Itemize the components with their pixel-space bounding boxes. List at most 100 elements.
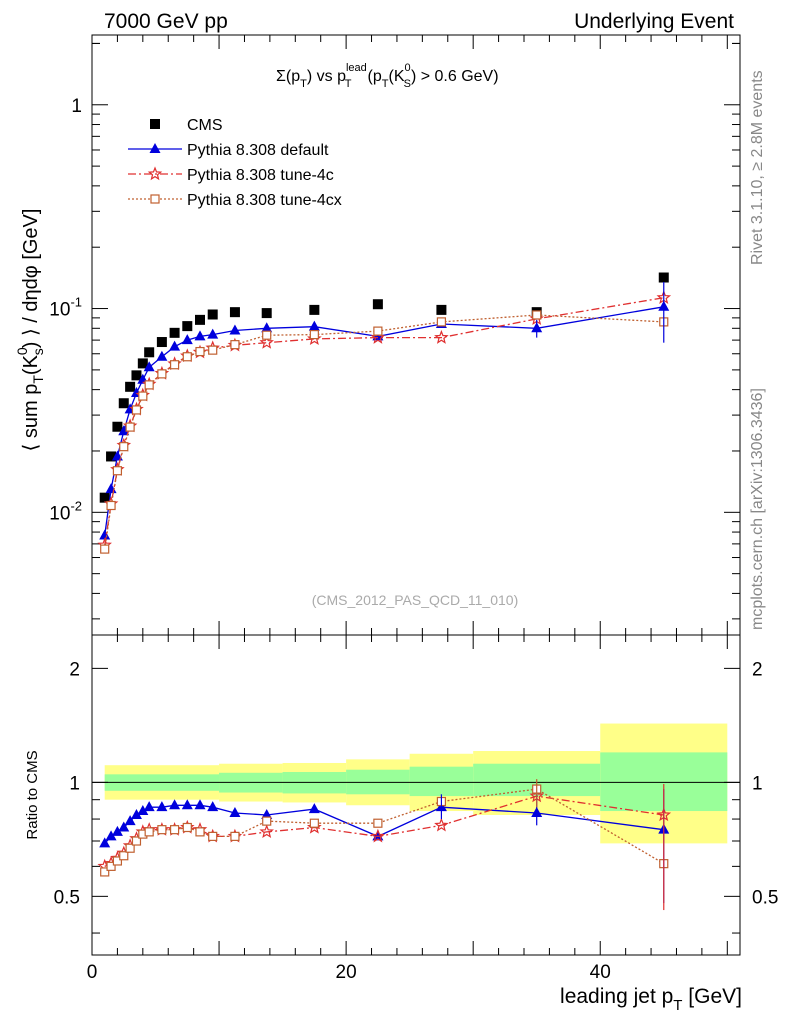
point-pythia-8-308-default xyxy=(207,328,219,339)
y-tick-label: 10-1 xyxy=(49,295,82,321)
header-right: Underlying Event xyxy=(574,10,734,33)
ratio-point-pythia-8-308-default xyxy=(207,801,219,812)
point-pythia-8-308-tune-4c xyxy=(434,329,449,344)
point-pythia-8-308-default xyxy=(156,350,168,361)
svg-text:⟨ sum pT(K0s) ⟩ / dηdφ [GeV]: ⟨ sum pT(K0s) ⟩ / dηdφ [GeV] xyxy=(14,209,46,452)
ratio-point-pythia-8-308-default xyxy=(194,799,206,810)
point-pythia-8-308-default xyxy=(181,334,193,345)
ratio-line-pythia-8-308-tune-4cx xyxy=(104,788,665,873)
x-tick-label: 40 xyxy=(590,962,611,983)
band-inner-4 xyxy=(409,766,474,797)
point-cms xyxy=(169,327,180,338)
ratio-point-pythia-8-308-default xyxy=(130,808,142,819)
header-left: 7000 GeV pp xyxy=(104,10,228,33)
ratio-point-pythia-8-308-default xyxy=(308,803,320,814)
ratio-point-pythia-8-308-default xyxy=(169,799,181,810)
point-pythia-8-308-tune-4cx xyxy=(230,340,240,350)
ratio-point-pythia-8-308-tune-4cx xyxy=(195,827,205,837)
ratio-y-tick-label: 0.5 xyxy=(54,887,80,908)
point-cms xyxy=(144,347,155,358)
point-pythia-8-308-tune-4cx xyxy=(195,346,205,357)
ratio-y-tick-label-right: 0.5 xyxy=(752,887,778,908)
point-pythia-8-308-tune-4cx xyxy=(373,326,383,336)
main-series-group xyxy=(97,272,672,554)
ratio-point-pythia-8-308-tune-4cx xyxy=(100,867,110,877)
ratio-y-tick-label-right: 1 xyxy=(752,773,763,794)
mcplots-label: mcplots.cern.ch [arXiv:1306.3436] xyxy=(749,388,766,630)
ratio-point-pythia-8-308-tune-4cx xyxy=(157,825,167,835)
point-pythia-8-308-default xyxy=(194,330,206,341)
point-cms xyxy=(372,299,383,310)
main-y-axis-label: ⟨ sum pT(K0s) ⟩ / dηdφ [GeV] xyxy=(14,209,46,452)
ratio-point-pythia-8-308-tune-4cx xyxy=(106,861,116,871)
legend-label-pythia-8-308-default: Pythia 8.308 default xyxy=(187,142,329,159)
point-pythia-8-308-tune-4cx xyxy=(436,317,447,327)
ratio-point-pythia-8-308-default xyxy=(181,799,193,810)
point-pythia-8-308-tune-4cx xyxy=(309,329,319,340)
point-pythia-8-308-tune-4cx xyxy=(112,466,123,476)
point-cms xyxy=(309,304,320,315)
series-line-pythia-8-308-tune-4cx xyxy=(104,314,664,550)
point-pythia-8-308-tune-4cx xyxy=(532,310,542,320)
svg-text:leading jet pT [GeV]: leading jet pT [GeV] xyxy=(560,985,742,1014)
point-pythia-8-308-default xyxy=(169,340,181,351)
legend-marker-pythia-8-308-tune-4cx xyxy=(150,194,160,204)
point-cms xyxy=(106,451,117,462)
point-cms xyxy=(436,304,447,315)
ratio-point-pythia-8-308-default xyxy=(99,837,111,848)
ratio-point-pythia-8-308-tune-4cx xyxy=(131,836,142,846)
legend-label-cms: CMS xyxy=(187,117,223,134)
point-pythia-8-308-default xyxy=(99,529,111,540)
point-pythia-8-308-default xyxy=(308,320,320,331)
point-pythia-8-308-tune-4cx xyxy=(182,352,192,362)
point-pythia-8-308-tune-4cx xyxy=(262,330,272,340)
point-pythia-8-308-tune-4cx xyxy=(138,391,148,401)
ratio-point-pythia-8-308-tune-4c xyxy=(370,828,386,843)
rivet-label: Rivet 3.1.10, ≥ 2.8M events xyxy=(749,70,766,265)
ratio-point-pythia-8-308-tune-4cx xyxy=(262,816,272,826)
point-cms xyxy=(118,398,129,409)
y-tick-label: 10-2 xyxy=(49,498,82,524)
point-cms xyxy=(229,307,240,318)
point-pythia-8-308-tune-4cx xyxy=(131,405,142,415)
ratio-line-pythia-8-308-tune-4c xyxy=(104,795,664,867)
ratio-point-pythia-8-308-default xyxy=(261,808,273,819)
ratio-point-pythia-8-308-default xyxy=(156,801,168,812)
point-pythia-8-308-default xyxy=(118,425,130,436)
ratio-y-axis-label: Ratio to CMS xyxy=(24,750,41,839)
ratio-point-pythia-8-308-default xyxy=(137,805,149,816)
ratio-point-pythia-8-308-tune-4cx xyxy=(125,843,135,853)
point-cms xyxy=(261,308,272,319)
ratio-point-pythia-8-308-tune-4cx xyxy=(230,831,240,841)
point-pythia-8-308-tune-4cx xyxy=(119,442,129,452)
legend: CMS Pythia 8.308 default Pythia 8.308 tune… xyxy=(128,117,342,209)
legend-label-pythia-8-308-tune-4cx: Pythia 8.308 tune-4cx xyxy=(187,192,342,209)
point-pythia-8-308-tune-4cx xyxy=(106,500,116,511)
ratio-point-pythia-8-308-tune-4cx xyxy=(309,818,319,828)
ratio-point-pythia-8-308-tune-4cx xyxy=(119,851,129,861)
point-pythia-8-308-tune-4cx xyxy=(125,422,135,432)
point-pythia-8-308-tune-4cx xyxy=(157,369,167,379)
ratio-point-pythia-8-308-tune-4cx xyxy=(144,827,154,837)
point-cms xyxy=(182,321,193,332)
point-pythia-8-308-tune-4cx xyxy=(208,345,218,355)
ratio-point-pythia-8-308-tune-4cx xyxy=(208,831,218,841)
x-tick-label: 20 xyxy=(336,962,357,983)
ratio-y-tick-label: 2 xyxy=(69,659,80,680)
ratio-point-pythia-8-308-default xyxy=(143,801,155,812)
legend-marker-cms xyxy=(150,119,160,129)
ratio-point-pythia-8-308-default xyxy=(118,821,130,832)
point-pythia-8-308-tune-4c xyxy=(259,335,274,349)
ratio-point-pythia-8-308-tune-4cx xyxy=(373,818,383,828)
ratio-point-pythia-8-308-tune-4cx xyxy=(182,822,192,833)
x-tick-label: 0 xyxy=(87,962,98,983)
point-cms xyxy=(207,309,218,320)
ratio-point-pythia-8-308-tune-4c xyxy=(259,824,274,839)
analysis-watermark: (CMS_2012_PAS_QCD_11_010) xyxy=(312,592,519,608)
ratio-y-tick-label: 1 xyxy=(69,773,80,794)
point-pythia-8-308-default xyxy=(261,322,273,333)
point-pythia-8-308-default xyxy=(229,324,241,335)
point-cms xyxy=(125,381,136,392)
legend-marker-pythia-8-308-tune-4c xyxy=(147,166,163,181)
